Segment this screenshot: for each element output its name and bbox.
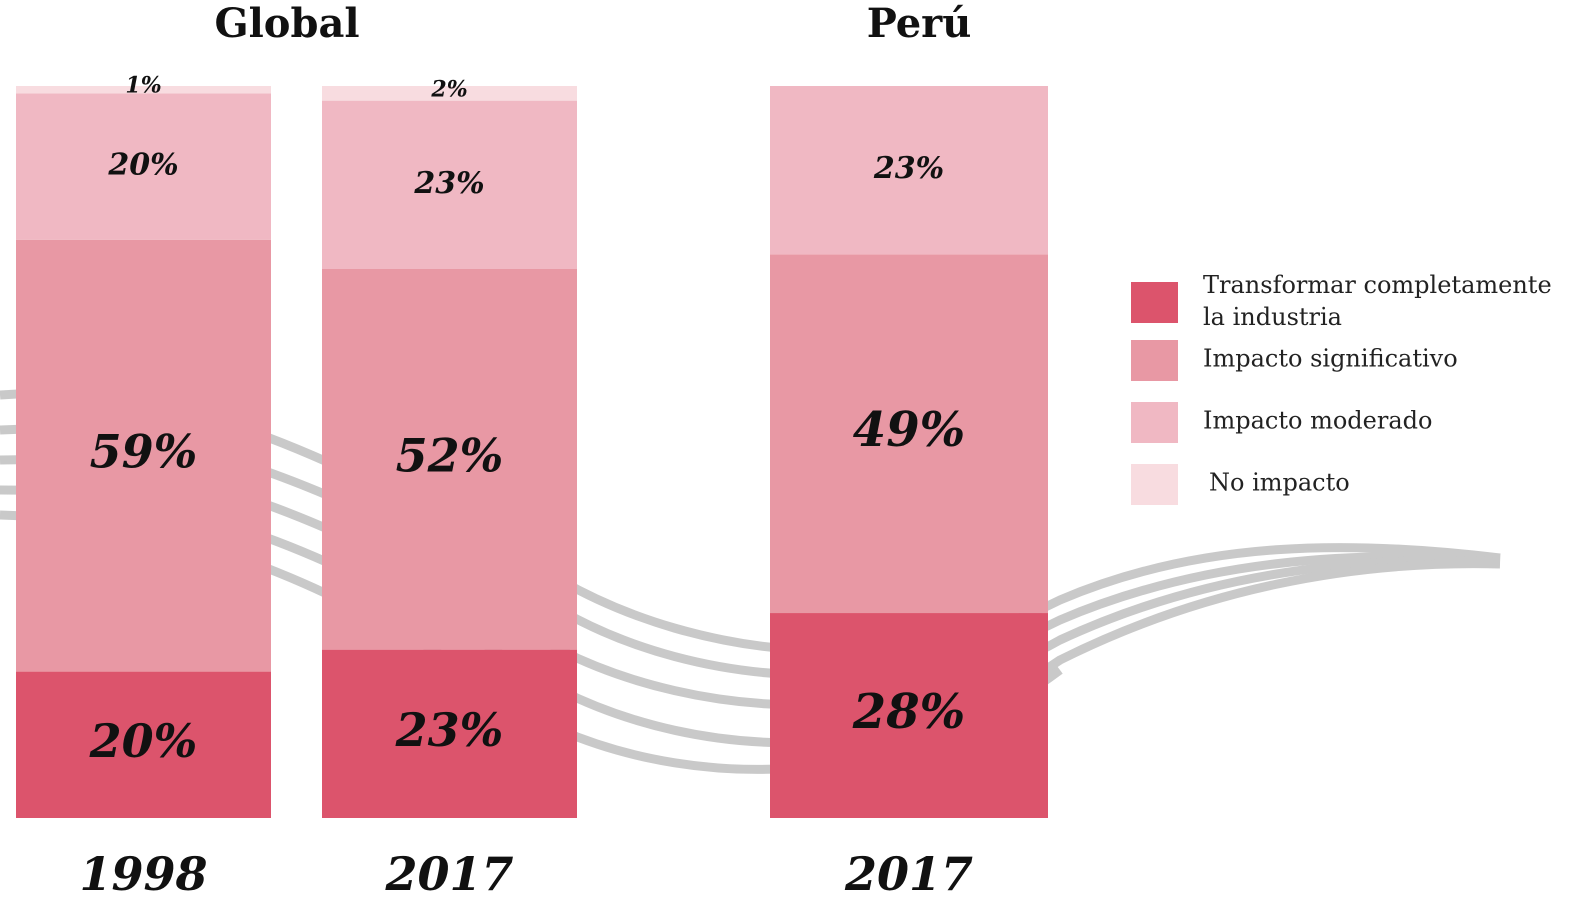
value-label: 23% <box>413 166 484 201</box>
x-tick-label: 2017 <box>384 847 513 901</box>
group-title: Global <box>214 0 359 47</box>
chart: Global 1998 20% 59% 20% 1% 2017 23% 52% 23% 2% Perú… <box>0 0 1575 904</box>
value-label: 49% <box>853 402 965 458</box>
legend-label: Impacto moderado <box>1203 407 1432 435</box>
group-title: Perú <box>867 0 972 47</box>
x-tick-label: 1998 <box>79 847 207 901</box>
value-label: 20% <box>89 714 198 768</box>
legend-swatch <box>1131 402 1178 443</box>
value-label: 28% <box>852 684 965 740</box>
value-label: 52% <box>396 428 504 482</box>
legend-label-line: Transformar completamente <box>1203 271 1552 299</box>
value-label: 23% <box>395 703 504 757</box>
legend-label: Impacto significativo <box>1203 345 1458 373</box>
value-label: 2% <box>430 76 467 102</box>
value-label: 59% <box>90 425 198 479</box>
legend-swatch <box>1131 464 1178 505</box>
legend-swatch <box>1131 282 1178 323</box>
legend-swatch <box>1131 340 1178 381</box>
value-label: 20% <box>107 148 178 183</box>
value-label: 1% <box>125 73 161 99</box>
value-label: 23% <box>873 151 944 186</box>
legend-label: Transformar completamente la industria <box>1203 271 1552 331</box>
legend-label: No impacto <box>1209 469 1350 497</box>
legend-label-line: la industria <box>1203 303 1342 331</box>
x-tick-label: 2017 <box>844 847 973 901</box>
